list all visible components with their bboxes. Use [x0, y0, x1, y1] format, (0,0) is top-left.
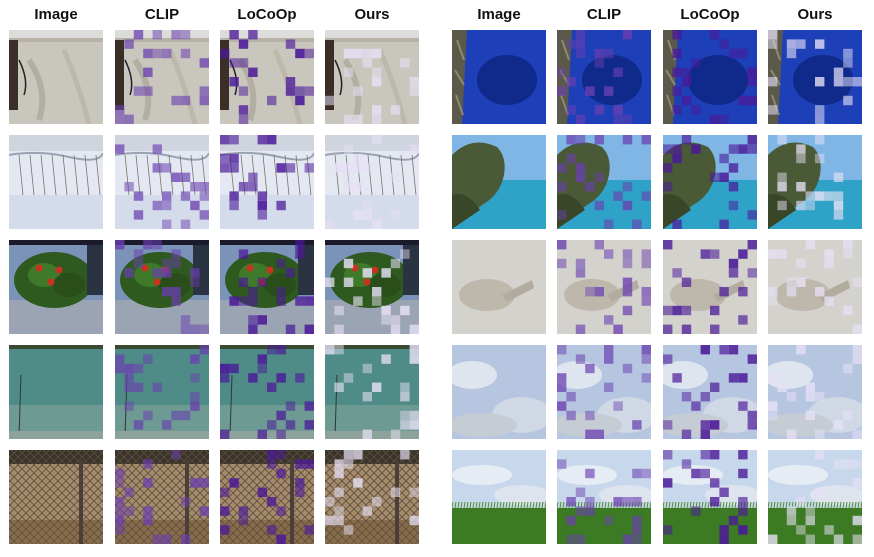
left-row-5-ours-cell: [325, 450, 419, 544]
snow-field-with-shrubs-thumbnail: [9, 135, 103, 229]
right-row-1-image-cell: [452, 30, 546, 124]
right-row-4-image-cell: [452, 345, 546, 439]
blurry-grey-object-thumbnail: [452, 240, 546, 334]
right-header-clip: CLIP: [586, 6, 622, 23]
leafy-plant-with-red-fruit-thumbnail: [220, 240, 314, 334]
blurry-sky-with-clouds-thumbnail: [557, 345, 651, 439]
deep-blue-water-with-rock-thumbnail: [663, 30, 757, 124]
chainlink-fence-over-dirt-thumbnail: [325, 450, 419, 544]
left-header-ours: Ours: [354, 6, 390, 23]
right-row-1-ours-cell: [768, 30, 862, 124]
left-header-image: Image: [34, 6, 78, 23]
leafy-plant-with-red-fruit-thumbnail: [9, 240, 103, 334]
right-row-1-clip-cell: [557, 30, 651, 124]
right-row-4-ours-cell: [768, 345, 862, 439]
grass-field-under-cloudy-sky-thumbnail: [768, 450, 862, 544]
left-row-4-ours-cell: [325, 345, 419, 439]
left-row-1-clip-cell: [115, 30, 209, 124]
right-row-5-locoop-cell: [663, 450, 757, 544]
right-row-3-ours-cell: [768, 240, 862, 334]
snow-field-with-shrubs-thumbnail: [220, 135, 314, 229]
left-row-4-clip-cell: [115, 345, 209, 439]
beach-sand-with-person-legs-thumbnail: [325, 30, 419, 124]
blurry-sky-with-clouds-thumbnail: [663, 345, 757, 439]
left-row-1-locoop-cell: [220, 30, 314, 124]
chainlink-fence-over-dirt-thumbnail: [220, 450, 314, 544]
right-row-5-ours-cell: [768, 450, 862, 544]
blurry-grey-object-thumbnail: [557, 240, 651, 334]
left-row-4-image-cell: [9, 345, 103, 439]
right-header-image: Image: [477, 6, 521, 23]
teal-lake-water-thumbnail: [9, 345, 103, 439]
left-row-4-locoop-cell: [220, 345, 314, 439]
chainlink-fence-over-dirt-thumbnail: [9, 450, 103, 544]
leafy-plant-with-red-fruit-thumbnail: [115, 240, 209, 334]
right-row-2-clip-cell: [557, 135, 651, 229]
coastal-cliff-and-blue-sea-thumbnail: [663, 135, 757, 229]
deep-blue-water-with-rock-thumbnail: [768, 30, 862, 124]
right-row-4-clip-cell: [557, 345, 651, 439]
right-row-2-ours-cell: [768, 135, 862, 229]
deep-blue-water-with-rock-thumbnail: [452, 30, 546, 124]
left-row-3-clip-cell: [115, 240, 209, 334]
left-header-clip: CLIP: [144, 6, 180, 23]
teal-lake-water-thumbnail: [115, 345, 209, 439]
right-row-2-locoop-cell: [663, 135, 757, 229]
right-row-4-locoop-cell: [663, 345, 757, 439]
left-row-2-clip-cell: [115, 135, 209, 229]
left-row-2-locoop-cell: [220, 135, 314, 229]
blurry-sky-with-clouds-thumbnail: [452, 345, 546, 439]
teal-lake-water-thumbnail: [325, 345, 419, 439]
right-row-3-image-cell: [452, 240, 546, 334]
deep-blue-water-with-rock-thumbnail: [557, 30, 651, 124]
left-row-2-ours-cell: [325, 135, 419, 229]
left-row-5-locoop-cell: [220, 450, 314, 544]
left-row-3-locoop-cell: [220, 240, 314, 334]
left-header-locoop: LoCoOp: [237, 6, 297, 23]
beach-sand-with-person-legs-thumbnail: [9, 30, 103, 124]
right-row-5-clip-cell: [557, 450, 651, 544]
snow-field-with-shrubs-thumbnail: [325, 135, 419, 229]
left-row-1-image-cell: [9, 30, 103, 124]
right-row-3-locoop-cell: [663, 240, 757, 334]
beach-sand-with-person-legs-thumbnail: [115, 30, 209, 124]
grass-field-under-cloudy-sky-thumbnail: [452, 450, 546, 544]
left-row-2-image-cell: [9, 135, 103, 229]
right-header-locoop: LoCoOp: [680, 6, 740, 23]
leafy-plant-with-red-fruit-thumbnail: [325, 240, 419, 334]
right-header-ours: Ours: [797, 6, 833, 23]
right-row-1-locoop-cell: [663, 30, 757, 124]
left-row-3-ours-cell: [325, 240, 419, 334]
coastal-cliff-and-blue-sea-thumbnail: [768, 135, 862, 229]
right-row-5-image-cell: [452, 450, 546, 544]
blurry-sky-with-clouds-thumbnail: [768, 345, 862, 439]
grass-field-under-cloudy-sky-thumbnail: [663, 450, 757, 544]
right-row-2-image-cell: [452, 135, 546, 229]
left-row-5-image-cell: [9, 450, 103, 544]
left-row-3-image-cell: [9, 240, 103, 334]
left-row-5-clip-cell: [115, 450, 209, 544]
blurry-grey-object-thumbnail: [663, 240, 757, 334]
blurry-grey-object-thumbnail: [768, 240, 862, 334]
grass-field-under-cloudy-sky-thumbnail: [557, 450, 651, 544]
beach-sand-with-person-legs-thumbnail: [220, 30, 314, 124]
chainlink-fence-over-dirt-thumbnail: [115, 450, 209, 544]
right-row-3-clip-cell: [557, 240, 651, 334]
left-row-1-ours-cell: [325, 30, 419, 124]
coastal-cliff-and-blue-sea-thumbnail: [557, 135, 651, 229]
teal-lake-water-thumbnail: [220, 345, 314, 439]
snow-field-with-shrubs-thumbnail: [115, 135, 209, 229]
coastal-cliff-and-blue-sea-thumbnail: [452, 135, 546, 229]
